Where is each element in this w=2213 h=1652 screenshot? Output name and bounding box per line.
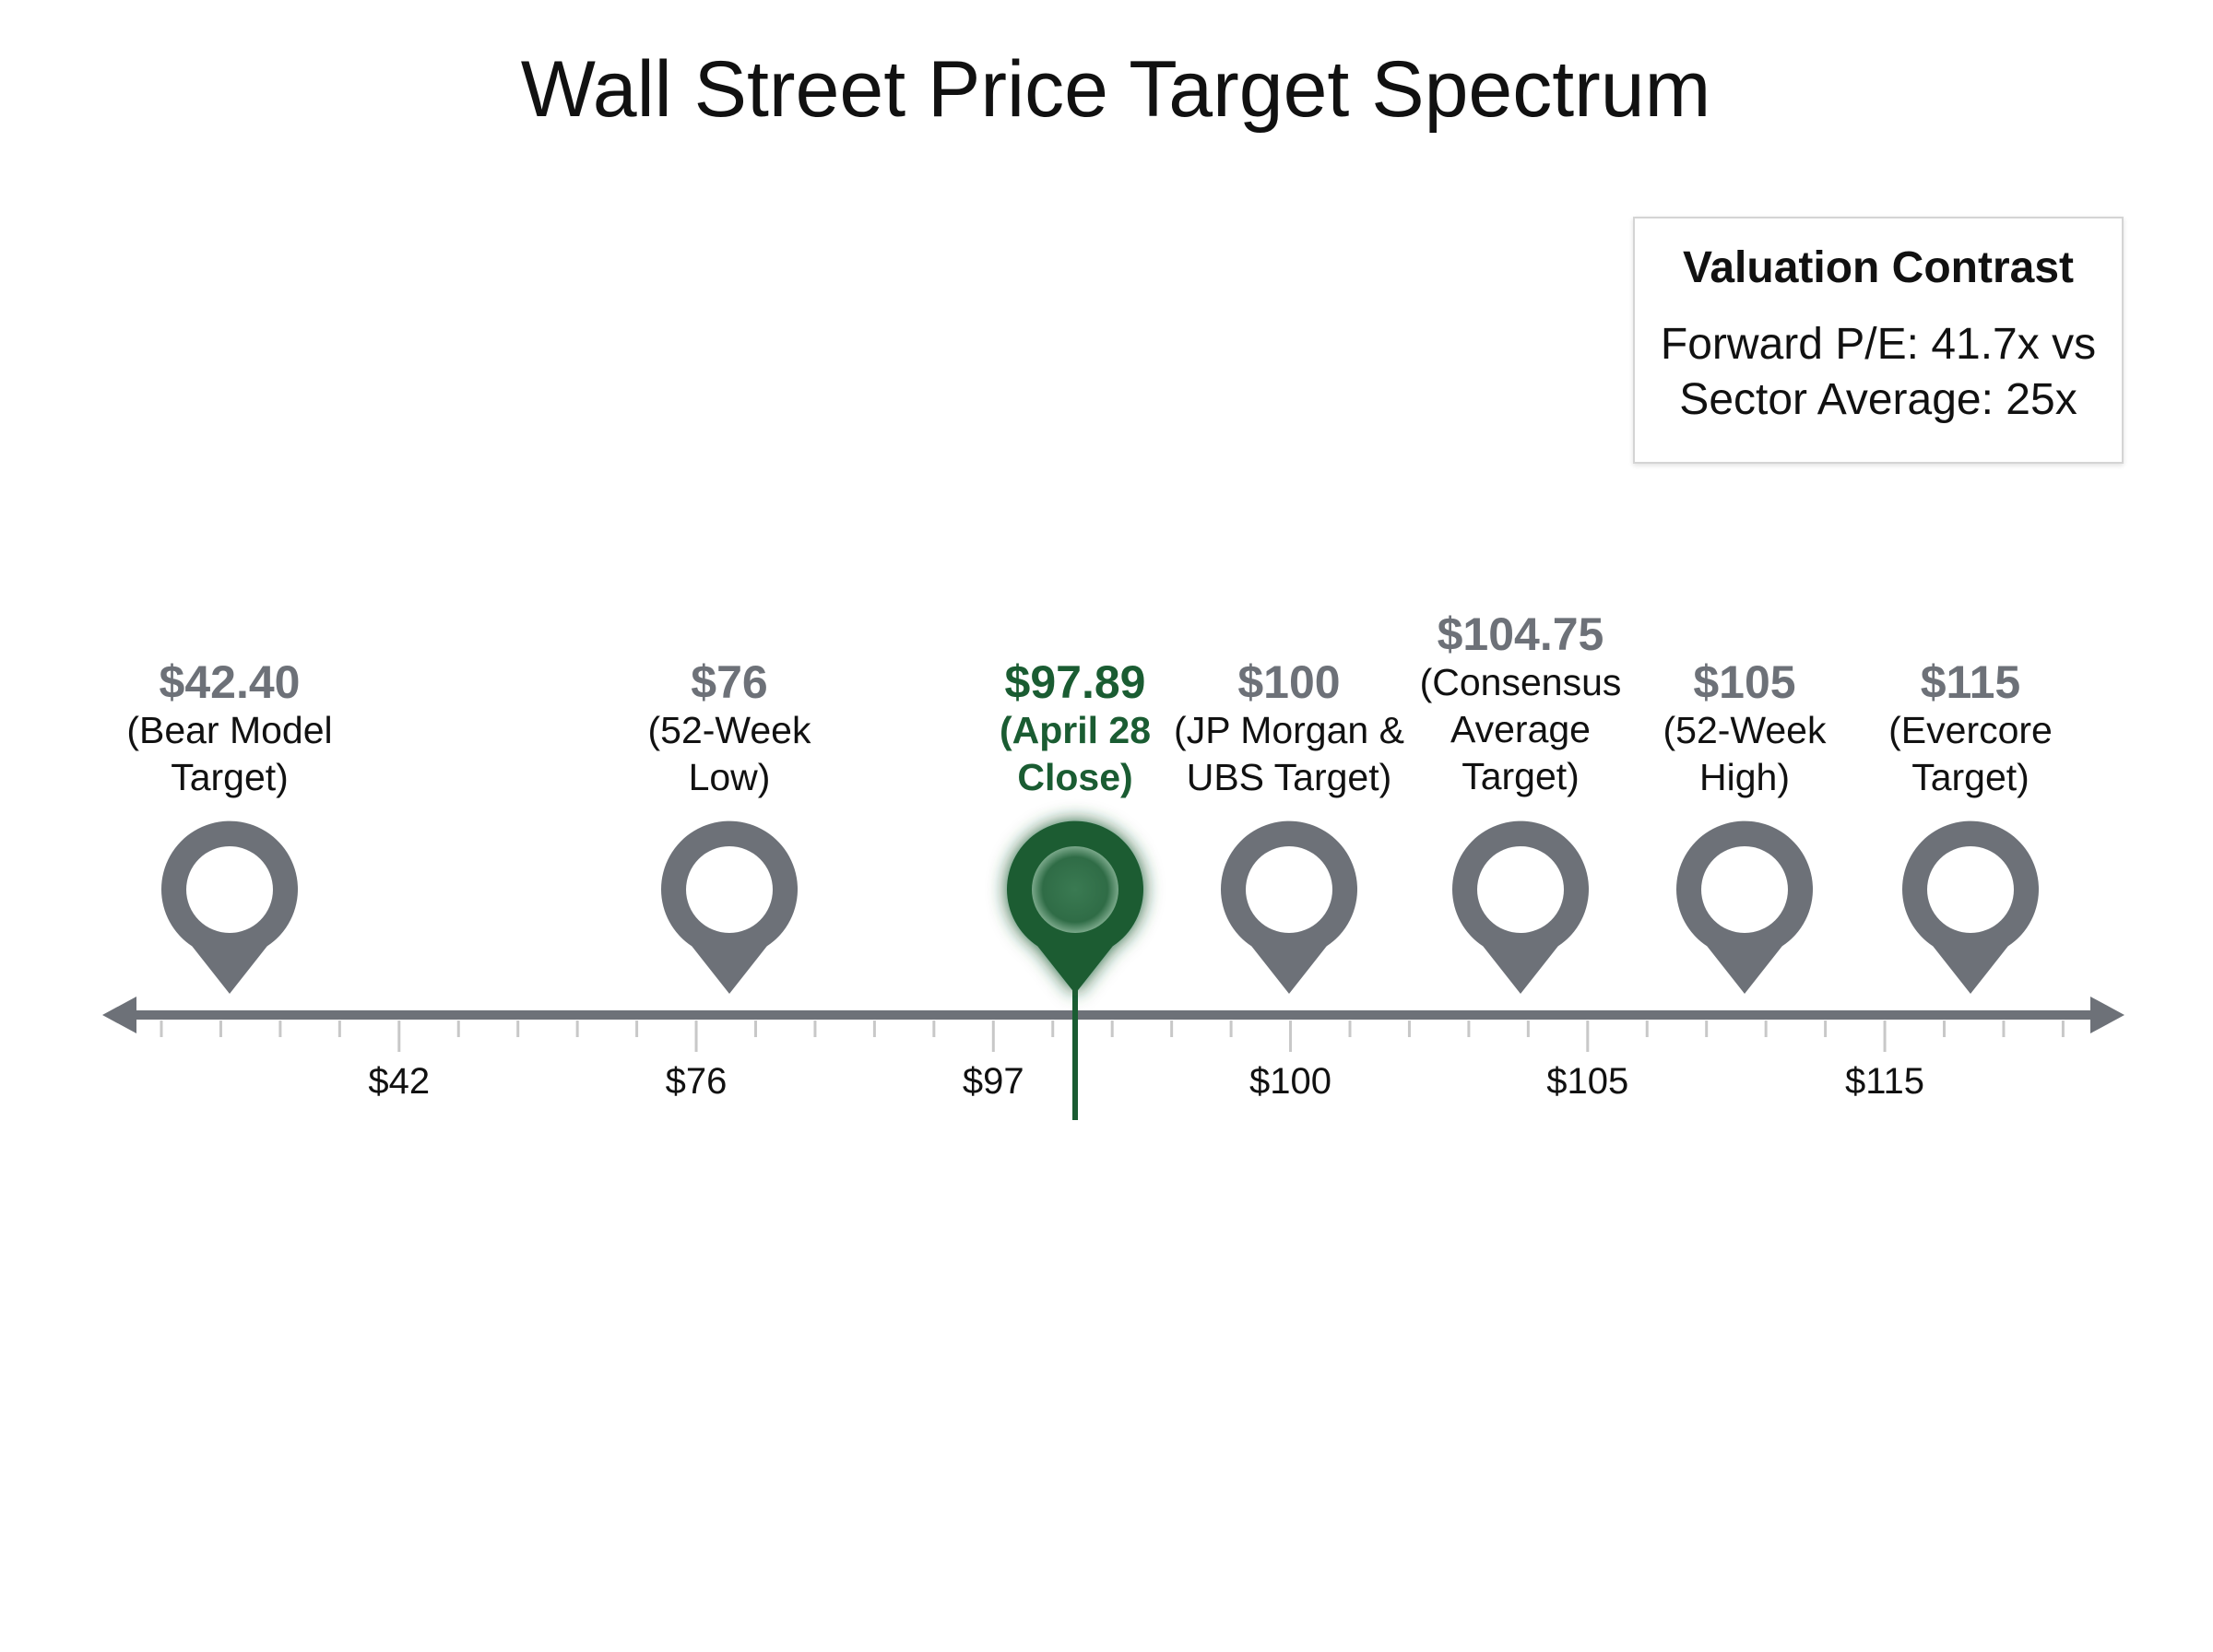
price-description: Average bbox=[1450, 708, 1591, 750]
chart-title: Wall Street Price Target Spectrum bbox=[520, 45, 1711, 134]
axis-arrow-right bbox=[2090, 997, 2124, 1033]
tick-label: $76 bbox=[666, 1061, 728, 1102]
price-description: (Evercore bbox=[1888, 709, 2053, 751]
price-label: $100 (JP Morgan & UBS Target) bbox=[1151, 657, 1427, 801]
price-description: Close) bbox=[1017, 756, 1133, 798]
pin-hole bbox=[1032, 846, 1118, 933]
price-description: Low) bbox=[688, 756, 771, 798]
price-description: (Consensus bbox=[1419, 661, 1622, 703]
pin-hole bbox=[1927, 846, 2014, 933]
pin-hole bbox=[186, 846, 273, 933]
price-description: Target) bbox=[171, 756, 289, 798]
valuation-contrast-box: Valuation Contrast Forward P/E: 41.7x vs… bbox=[1633, 217, 2124, 464]
price-description: UBS Target) bbox=[1186, 756, 1392, 798]
tick-label: $42 bbox=[368, 1061, 430, 1102]
price-value: $42.40 bbox=[159, 656, 301, 708]
price-target-marker bbox=[1220, 820, 1357, 994]
current-price-marker bbox=[1006, 820, 1143, 1120]
pin-hole bbox=[1246, 846, 1332, 933]
price-label: $76 (52-Week Low) bbox=[591, 657, 868, 801]
price-description: High) bbox=[1699, 756, 1790, 798]
price-value: $104.75 bbox=[1437, 608, 1604, 660]
price-target-marker bbox=[660, 820, 798, 994]
price-description: (52-Week bbox=[647, 709, 811, 751]
price-target-marker bbox=[1675, 820, 1813, 994]
price-value: $76 bbox=[691, 656, 768, 708]
price-description: (April 28 bbox=[999, 709, 1152, 751]
valuation-heading: Valuation Contrast bbox=[1682, 243, 2075, 292]
price-value: $105 bbox=[1693, 656, 1796, 708]
price-target-marker bbox=[1451, 820, 1589, 994]
price-value: $100 bbox=[1237, 656, 1341, 708]
price-label: $104.75 (Consensus Average Target) bbox=[1382, 609, 1659, 800]
price-description: (Bear Model bbox=[126, 709, 333, 751]
price-description: (JP Morgan & bbox=[1174, 709, 1404, 751]
price-target-marker bbox=[160, 820, 298, 994]
price-label: $97.89 (April 28 Close) bbox=[937, 657, 1213, 801]
price-label: $115 (Evercore Target) bbox=[1832, 657, 2109, 801]
tick-label: $100 bbox=[1249, 1061, 1331, 1102]
price-value: $115 bbox=[1920, 656, 2021, 708]
price-value: $97.89 bbox=[1004, 656, 1146, 708]
tick-label: $115 bbox=[1845, 1061, 1924, 1102]
price-description: Target) bbox=[1462, 755, 1580, 797]
valuation-line-1: Forward P/E: 41.7x vs bbox=[1660, 320, 2097, 369]
price-description: (52-Week bbox=[1663, 709, 1827, 751]
valuation-line-2: Sector Average: 25x bbox=[1679, 375, 2077, 424]
valuation-body: Forward P/E: 41.7x vs Sector Average: 25… bbox=[1635, 317, 2122, 428]
price-target-marker bbox=[1901, 820, 2039, 994]
pin-hole bbox=[1477, 846, 1564, 933]
pin-hole bbox=[686, 846, 773, 933]
axis-arrow-left bbox=[102, 997, 136, 1033]
price-label: $42.40 (Bear Model Target) bbox=[91, 657, 368, 801]
price-label: $105 (52-Week High) bbox=[1606, 657, 1883, 801]
price-description: Target) bbox=[1911, 756, 2030, 798]
tick-label: $97 bbox=[963, 1061, 1024, 1102]
pin-hole bbox=[1701, 846, 1788, 933]
tick-label: $105 bbox=[1546, 1061, 1628, 1102]
